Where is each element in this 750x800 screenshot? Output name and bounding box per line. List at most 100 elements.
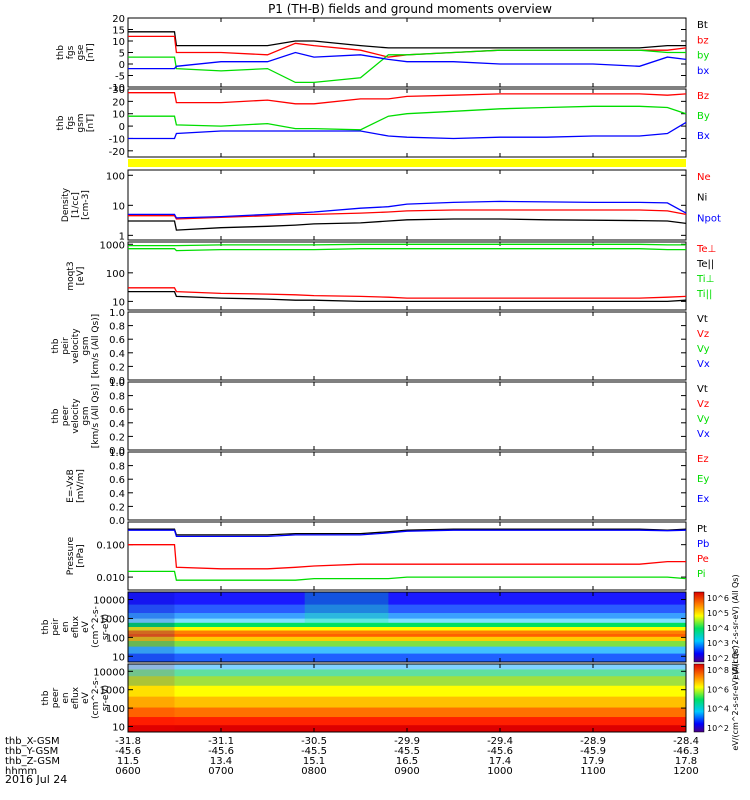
- legend-label: Vx: [697, 429, 710, 440]
- colorbar-tick-label: 10^2: [707, 724, 729, 733]
- legend-label: by: [697, 51, 709, 62]
- y-axis-label: (cm^2-s-: [91, 677, 101, 719]
- legend-label: Pt: [697, 524, 707, 535]
- spectrogram-band: [128, 707, 686, 718]
- spectrogram-band: [128, 622, 686, 628]
- y-tick-label: 10000: [93, 667, 125, 678]
- y-axis-label: [km/s (All Qs)]: [91, 384, 101, 448]
- legend-label: Ex: [697, 494, 709, 505]
- colorbar-tick-label: 10^4: [707, 705, 729, 714]
- spectrogram-band: [128, 696, 686, 709]
- y-axis-label: fgs: [66, 116, 76, 130]
- spectrogram-band: [128, 604, 686, 614]
- y-axis-label: peer: [51, 687, 61, 708]
- series-line-Npot: [128, 200, 687, 219]
- y-axis-label: [1/cc]: [71, 192, 81, 218]
- legend-label: Vx: [697, 359, 710, 370]
- legend-label: By: [697, 111, 710, 122]
- y-axis-label: gsm: [81, 406, 91, 425]
- y-tick-label: 0.010: [96, 573, 125, 584]
- y-axis-label: moqt3: [66, 261, 76, 290]
- y-tick-label: 10: [112, 722, 125, 733]
- legend-label: Ez: [697, 454, 709, 465]
- panel-frame: [127, 311, 687, 381]
- panel-temperature: 1000 100 10 moqt3 [eV] Te⊥ Te|| Ti⊥ Ti||: [66, 240, 716, 311]
- x-row-value: 16.5: [396, 756, 418, 767]
- y-axis-label: [km/s (All Qs)]: [91, 314, 101, 378]
- y-tick-label: 10: [112, 652, 125, 663]
- legend-label: Pi: [697, 569, 706, 580]
- y-tick-label: 0.6: [109, 405, 125, 416]
- x-row-value: 0600: [115, 766, 140, 777]
- y-tick-label: -10: [109, 134, 125, 145]
- x-row-value: 13.4: [210, 756, 232, 767]
- y-tick-label: 20: [112, 14, 125, 25]
- y-tick-label: 100: [106, 269, 125, 280]
- y-axis-label: gsm: [81, 336, 91, 355]
- panel-pressure: 0.100 0.010 Pressure [nPa] Pt Pb Pe Pi: [66, 521, 709, 591]
- legend-label: Ey: [697, 474, 709, 485]
- x-row-value: -30.5: [301, 736, 327, 747]
- colorbar-tick-label: 10^6: [707, 685, 729, 694]
- y-axis-label: [mV/m]: [76, 469, 86, 503]
- x-row-value: -45.5: [301, 746, 327, 757]
- y-axis-label: eflux: [71, 686, 81, 709]
- colorbar-tick-label: 10^6: [707, 594, 729, 603]
- spectrogram-band: [128, 685, 686, 698]
- y-axis-label: eflux: [71, 615, 81, 638]
- y-tick-label: 100: [106, 171, 125, 182]
- y-axis-label: [nPa]: [76, 544, 86, 567]
- y-tick-label: 30: [112, 85, 125, 96]
- colorbar: [693, 663, 705, 733]
- y-tick-label: 0: [119, 122, 125, 133]
- panel-frame: [127, 88, 687, 158]
- x-row-value: 17.4: [489, 756, 511, 767]
- legend-label: Ne: [697, 172, 711, 183]
- y-tick-label: 0.4: [109, 489, 125, 500]
- y-axis-label: [nT]: [86, 43, 96, 61]
- y-tick-label: -10: [109, 83, 125, 94]
- y-axis-label: velocity: [71, 328, 81, 364]
- panel-frame: [127, 381, 687, 451]
- series-line-Pb: [128, 529, 687, 538]
- legend-label: Npot: [697, 213, 721, 224]
- x-row-value: -28.9: [580, 736, 606, 747]
- series-line-Bz: [128, 92, 687, 105]
- y-axis-label: eV: [81, 620, 91, 633]
- x-row-value: 1000: [487, 766, 512, 777]
- x-row-value: -45.6: [115, 746, 141, 757]
- legend-label: Te⊥: [696, 244, 716, 255]
- x-row-value: 15.1: [303, 756, 325, 767]
- x-row-label: hhmm: [5, 766, 37, 777]
- y-tick-label: 0.0: [109, 446, 125, 457]
- x-row-value: 0900: [394, 766, 419, 777]
- y-axis-label: thb: [56, 115, 66, 130]
- series-line-Pe: [128, 544, 686, 570]
- series-line-Te||: [128, 290, 687, 303]
- spectrogram-band: [128, 613, 686, 620]
- colorbar-title: eV/(cm^2-s-sr-eV) (All Qs): [731, 574, 740, 679]
- y-tick-label: 1000: [100, 240, 125, 251]
- spectrogram-band: [128, 630, 686, 635]
- colorbar-tick-label: 10^8: [707, 666, 729, 675]
- x-row-value: 0800: [301, 766, 326, 777]
- series-line-Ni: [128, 218, 687, 231]
- panel-frame: [127, 169, 687, 241]
- panel-density: 100 10 1 Density [1/cc] [cm-3] Ne Ni Npot: [61, 169, 721, 242]
- x-row-value: -28.4: [673, 736, 699, 747]
- panel-peir_velocity: 1.0 0.8 0.6 0.4 0.2 0.0 thb peir velocity gsm [km/…: [51, 308, 710, 387]
- panel-peer_spectrogram: 10^8 10^6 10^4 10^2 eV/(cm^2-s-sr-eV) (All Q…: [41, 645, 740, 750]
- y-axis-label: sr-eV): [101, 685, 111, 711]
- y-tick-label: 0.2: [109, 432, 125, 443]
- y-tick-label: 100: [106, 704, 125, 715]
- y-axis-label: en: [61, 621, 71, 632]
- x-row-label: thb_Z-GSM: [5, 756, 60, 767]
- status-bar: [128, 159, 686, 167]
- x-row-value: 1200: [673, 766, 698, 777]
- y-axis-label: thb: [51, 338, 61, 353]
- spectrogram-band: [128, 627, 686, 631]
- x-row-value: -29.9: [394, 736, 420, 747]
- y-axis-label: sr-eV): [101, 614, 111, 640]
